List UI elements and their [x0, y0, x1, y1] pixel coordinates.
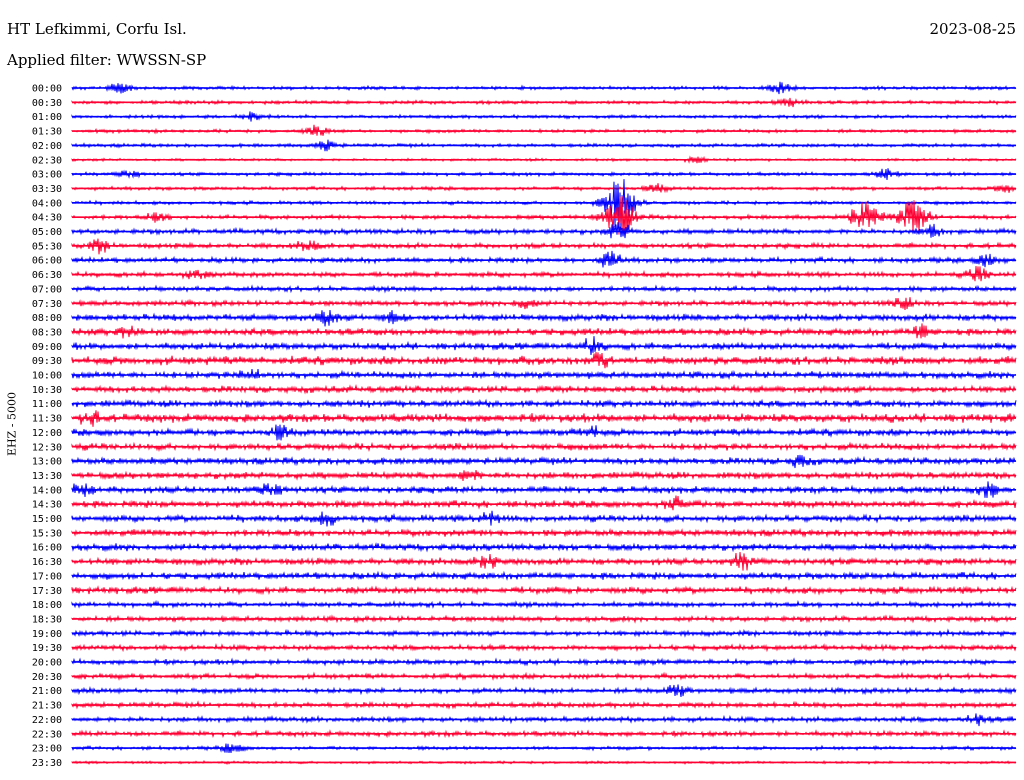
- trace-line: [71, 265, 1017, 282]
- row-time-label: 11:00: [32, 399, 62, 410]
- trace-line: [71, 222, 1017, 239]
- row-time-label: 12:30: [32, 442, 62, 453]
- trace-line: [71, 323, 1017, 339]
- row-time-label: 06:30: [32, 270, 62, 281]
- row-time-label: 15:00: [32, 514, 62, 525]
- row-time-label: 21:30: [32, 701, 62, 712]
- row-time-label: 07:00: [32, 284, 62, 295]
- row-time-label: 11:30: [32, 414, 62, 425]
- row-time-label: 09:30: [32, 356, 62, 367]
- row-time-label: 12:00: [32, 428, 62, 439]
- row-time-label: 20:30: [32, 672, 62, 683]
- row-time-label: 22:00: [32, 715, 62, 726]
- row-time-label: 15:30: [32, 528, 62, 539]
- row-time-label: 17:00: [32, 571, 62, 582]
- row-time-label: 00:30: [32, 98, 62, 109]
- row-time-label: 20:00: [32, 658, 62, 669]
- trace-line: [71, 481, 1017, 498]
- row-time-label: 16:30: [32, 557, 62, 568]
- row-time-label: 19:00: [32, 629, 62, 640]
- row-time-label: 02:30: [32, 155, 62, 166]
- row-time-label: 10:00: [32, 371, 62, 382]
- row-time-label: 13:30: [32, 471, 62, 482]
- row-time-label: 18:30: [32, 614, 62, 625]
- row-time-label: 23:30: [32, 758, 62, 769]
- row-time-label: 05:30: [32, 241, 62, 252]
- row-time-label: 21:00: [32, 686, 62, 697]
- row-time-label: 04:00: [32, 198, 62, 209]
- row-time-label: 08:00: [32, 313, 62, 324]
- row-time-label: 10:30: [32, 385, 62, 396]
- row-time-label: 16:00: [32, 543, 62, 554]
- row-time-label: 01:30: [32, 127, 62, 138]
- date-label: 2023-08-25: [929, 20, 1016, 38]
- row-time-label: 04:30: [32, 213, 62, 224]
- row-time-label: 03:00: [32, 170, 62, 181]
- row-time-label: 23:00: [32, 744, 62, 755]
- filter-label: Applied filter: WWSSN-SP: [7, 51, 207, 69]
- row-time-label: 17:30: [32, 586, 62, 597]
- row-time-label: 22:30: [32, 729, 62, 740]
- row-time-label: 14:30: [32, 500, 62, 511]
- row-time-label: 02:00: [32, 141, 62, 152]
- row-time-label: 05:00: [32, 227, 62, 238]
- row-time-label: 00:00: [32, 84, 62, 95]
- row-time-label: 19:30: [32, 643, 62, 654]
- row-time-label: 08:30: [32, 327, 62, 338]
- row-time-label: 14:00: [32, 485, 62, 496]
- row-time-label: 07:30: [32, 299, 62, 310]
- row-time-label: 03:30: [32, 184, 62, 195]
- trace-line: [71, 495, 1017, 511]
- row-time-label: 18:00: [32, 600, 62, 611]
- trace-line: [71, 250, 1017, 268]
- row-time-label: 06:00: [32, 256, 62, 267]
- row-time-label: 13:00: [32, 457, 62, 468]
- station-title: HT Lefkimmi, Corfu Isl.: [7, 20, 187, 38]
- row-time-label: 09:00: [32, 342, 62, 353]
- row-time-label: 01:00: [32, 112, 62, 123]
- trace-line: [71, 368, 1017, 381]
